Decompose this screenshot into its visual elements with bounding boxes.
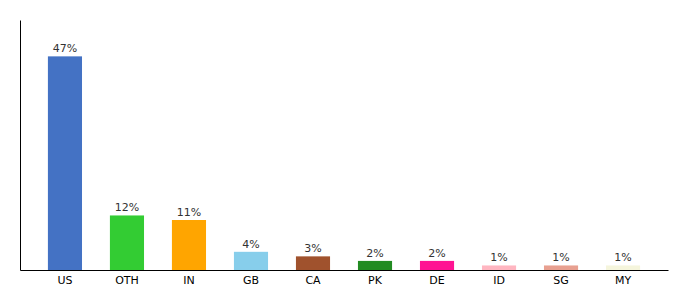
x-tick-label: SG [553, 274, 569, 287]
x-tick: DE [429, 270, 444, 287]
x-tick: PK [368, 270, 383, 287]
x-tick-label: MY [615, 274, 631, 287]
data-label: 12% [115, 201, 139, 214]
data-label: 2% [428, 247, 445, 260]
data-label: 47% [53, 42, 77, 55]
data-label: 4% [242, 238, 259, 251]
x-tick: IN [183, 270, 194, 287]
data-labels: 47% 12% 11% 4% 3% 2% 2% 1% 1% 1% [53, 42, 632, 264]
x-tick-label: GB [243, 274, 259, 287]
x-tick: US [57, 270, 72, 287]
x-tick-label: PK [368, 274, 383, 287]
x-tick: ID [493, 270, 505, 287]
bar [358, 261, 392, 270]
x-axis: US OTH IN GB CA PK DE ID SG MY [21, 270, 669, 287]
x-tick-label: ID [493, 274, 505, 287]
bars [48, 56, 640, 270]
data-label: 1% [614, 251, 631, 264]
x-tick: CA [305, 270, 321, 287]
x-tick: OTH [115, 270, 139, 287]
y-axis-line [20, 21, 21, 271]
x-tick-label: IN [183, 274, 194, 287]
bar [234, 252, 268, 270]
data-label: 3% [304, 242, 321, 255]
x-tick-label: CA [305, 274, 321, 287]
data-label: 2% [366, 247, 383, 260]
x-tick-label: DE [429, 274, 444, 287]
x-tick-label: US [57, 274, 72, 287]
data-label: 1% [490, 251, 507, 264]
plot: US OTH IN GB CA PK DE ID SG MY 47% 12% 11% 4% 3% 2% 2% 1%… [21, 21, 669, 287]
x-tick: GB [243, 270, 259, 287]
bar [110, 215, 144, 270]
bar [48, 56, 82, 270]
data-label: 11% [177, 206, 201, 219]
bar [296, 256, 330, 270]
bar [172, 220, 206, 270]
x-tick-label: OTH [115, 274, 139, 287]
bar [420, 261, 454, 270]
x-axis-line [21, 270, 669, 271]
bar [544, 265, 578, 270]
bar [606, 265, 640, 270]
x-tick: SG [553, 270, 569, 287]
data-label: 1% [552, 251, 569, 264]
bar [482, 265, 516, 270]
x-tick: MY [615, 270, 631, 287]
y-axis [20, 21, 21, 271]
chart: US OTH IN GB CA PK DE ID SG MY 47% 12% 11% 4% 3% 2% 2% 1%… [0, 0, 680, 300]
